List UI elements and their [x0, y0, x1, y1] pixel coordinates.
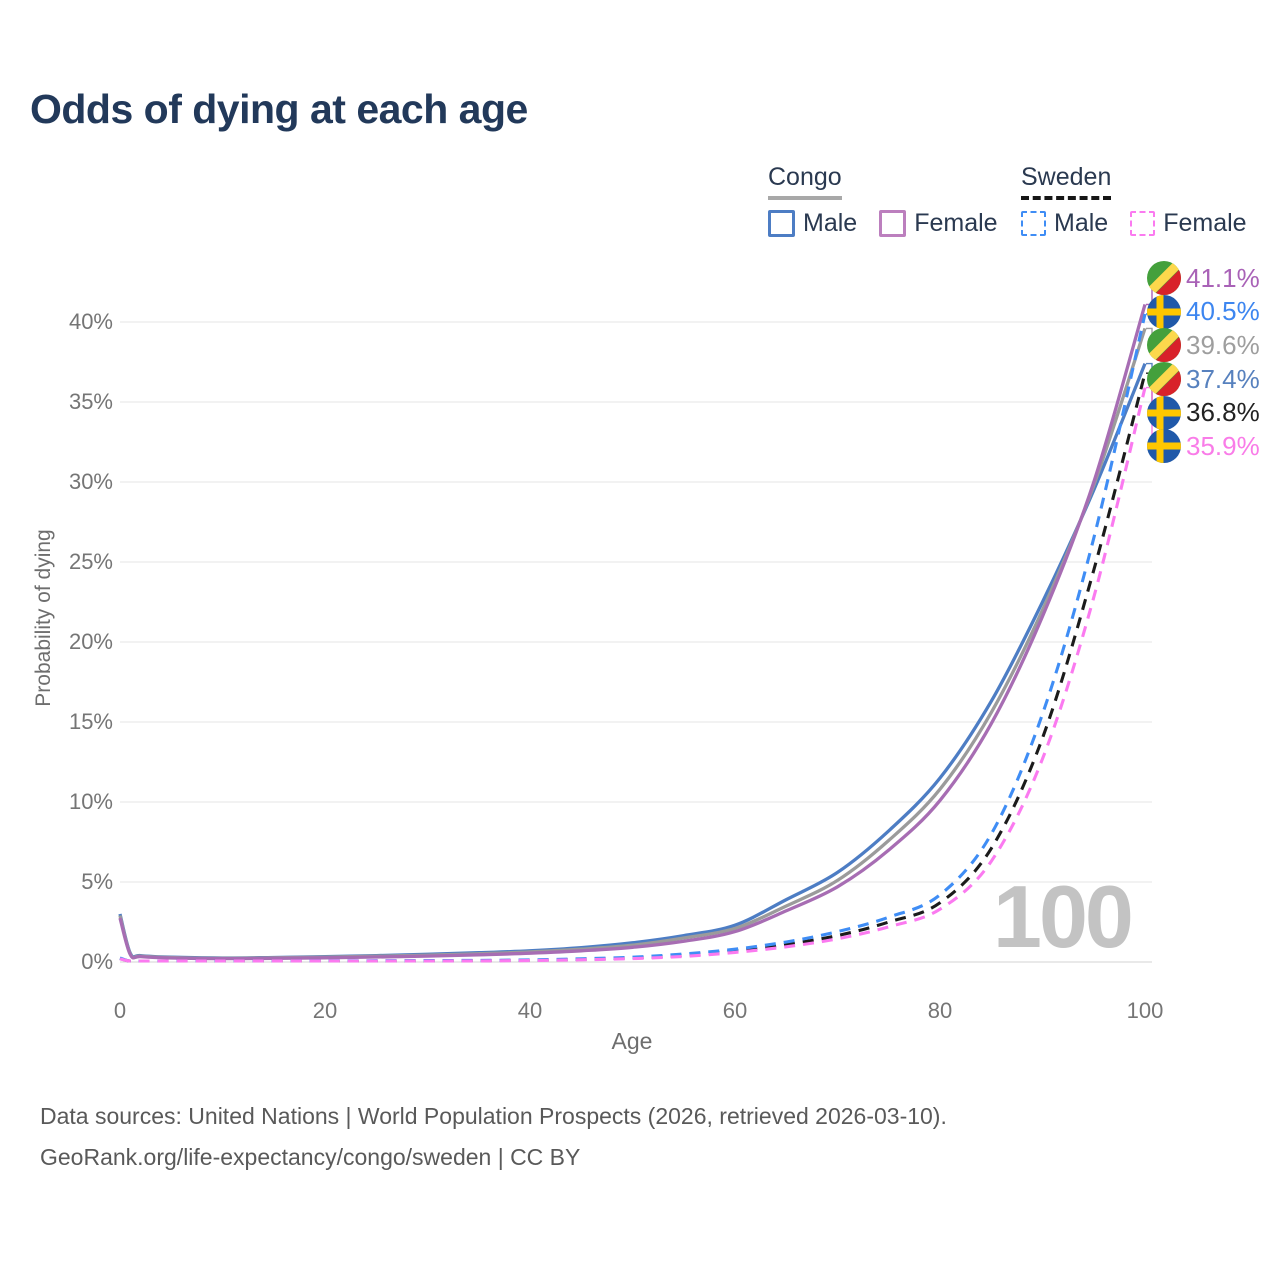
- sweden-flag-icon: [1147, 429, 1181, 463]
- x-tick-label: 0: [113, 998, 127, 1023]
- end-label-row-sweden-male: 40.5%: [1147, 294, 1260, 329]
- series-line-sweden-female[interactable]: [119, 387, 1147, 963]
- end-label-value: 41.1%: [1186, 262, 1260, 293]
- sweden-flag-icon: [1147, 294, 1181, 329]
- legend-item-congo-male[interactable]: Male: [768, 209, 857, 238]
- x-tick-label: 100: [1126, 998, 1164, 1023]
- x-tick-label: 80: [927, 998, 953, 1023]
- y-tick-label: 15%: [68, 709, 113, 734]
- end-label-value: 36.8%: [1186, 397, 1260, 427]
- congo-flag-icon: [1147, 261, 1181, 295]
- legend-item-sweden-male[interactable]: Male: [1021, 209, 1108, 238]
- y-tick-label: 10%: [68, 789, 113, 814]
- end-label-row-congo-male: 37.4%: [1147, 362, 1260, 396]
- sweden-flag-icon: [1147, 395, 1181, 430]
- y-tick-label: 35%: [68, 389, 113, 414]
- end-label-row-congo-both-sexes: 39.6%: [1147, 328, 1260, 362]
- legend-items-sweden: Male Female: [1021, 209, 1247, 238]
- end-label-row-sweden-both-sexes: 36.8%: [1147, 395, 1260, 430]
- congo-female-swatch-icon[interactable]: [879, 210, 907, 237]
- end-label-row-sweden-female: 35.9%: [1147, 429, 1260, 463]
- congo-male-swatch-icon[interactable]: [768, 210, 795, 237]
- sweden-female-swatch-icon[interactable]: [1130, 211, 1156, 236]
- y-tick-label: 30%: [68, 469, 113, 494]
- sweden-male-swatch-icon[interactable]: [1021, 211, 1046, 236]
- legend-item-congo-female[interactable]: Female: [879, 209, 998, 238]
- end-label-value: 37.4%: [1186, 363, 1260, 394]
- age-indicator-watermark: 100: [993, 867, 1134, 966]
- y-tick-label: 20%: [68, 629, 113, 654]
- footer: Data sources: United Nations | World Pop…: [40, 1096, 947, 1178]
- y-tick-label: 40%: [68, 309, 113, 334]
- y-tick-label: 0%: [81, 949, 113, 974]
- legend-item-label: Male: [1054, 209, 1109, 237]
- x-axis-title: Age: [611, 1028, 653, 1054]
- x-tick-label: 20: [312, 998, 338, 1023]
- end-label-value: 40.5%: [1186, 296, 1260, 326]
- x-tick-label: 60: [722, 998, 748, 1023]
- footer-url-line: GeoRank.org/life-expectancy/congo/sweden…: [40, 1144, 581, 1170]
- series-line-sweden-both-sexes[interactable]: [119, 372, 1147, 963]
- y-tick-label: 5%: [81, 869, 113, 894]
- end-label-value: 39.6%: [1186, 329, 1260, 360]
- congo-flag-icon: [1147, 362, 1181, 396]
- legend-group-congo: Congo Male Female: [768, 163, 998, 238]
- footer-source-line: Data sources: United Nations | World Pop…: [40, 1103, 947, 1129]
- legend-item-sweden-female[interactable]: Female: [1130, 209, 1247, 238]
- congo-flag-icon: [1147, 328, 1181, 362]
- y-tick-label: 25%: [68, 549, 113, 574]
- legend-item-label: Male: [803, 209, 858, 237]
- legend-header-congo[interactable]: Congo: [768, 163, 842, 200]
- series-line-congo-female[interactable]: [118, 303, 1147, 961]
- end-label-value: 35.9%: [1186, 430, 1260, 461]
- end-label-row-congo-female: 41.1%: [1147, 261, 1260, 295]
- legend-item-label: Female: [1163, 209, 1247, 237]
- x-tick-label: 40: [517, 998, 543, 1023]
- series-line-congo-male[interactable]: [118, 362, 1147, 960]
- legend-group-sweden: Sweden Male Female: [1021, 163, 1247, 238]
- legend-items-congo: Male Female: [768, 209, 998, 238]
- page-title: Odds of dying at each age: [30, 86, 528, 132]
- legend-header-sweden[interactable]: Sweden: [1021, 163, 1112, 200]
- legend-item-label: Female: [914, 209, 998, 237]
